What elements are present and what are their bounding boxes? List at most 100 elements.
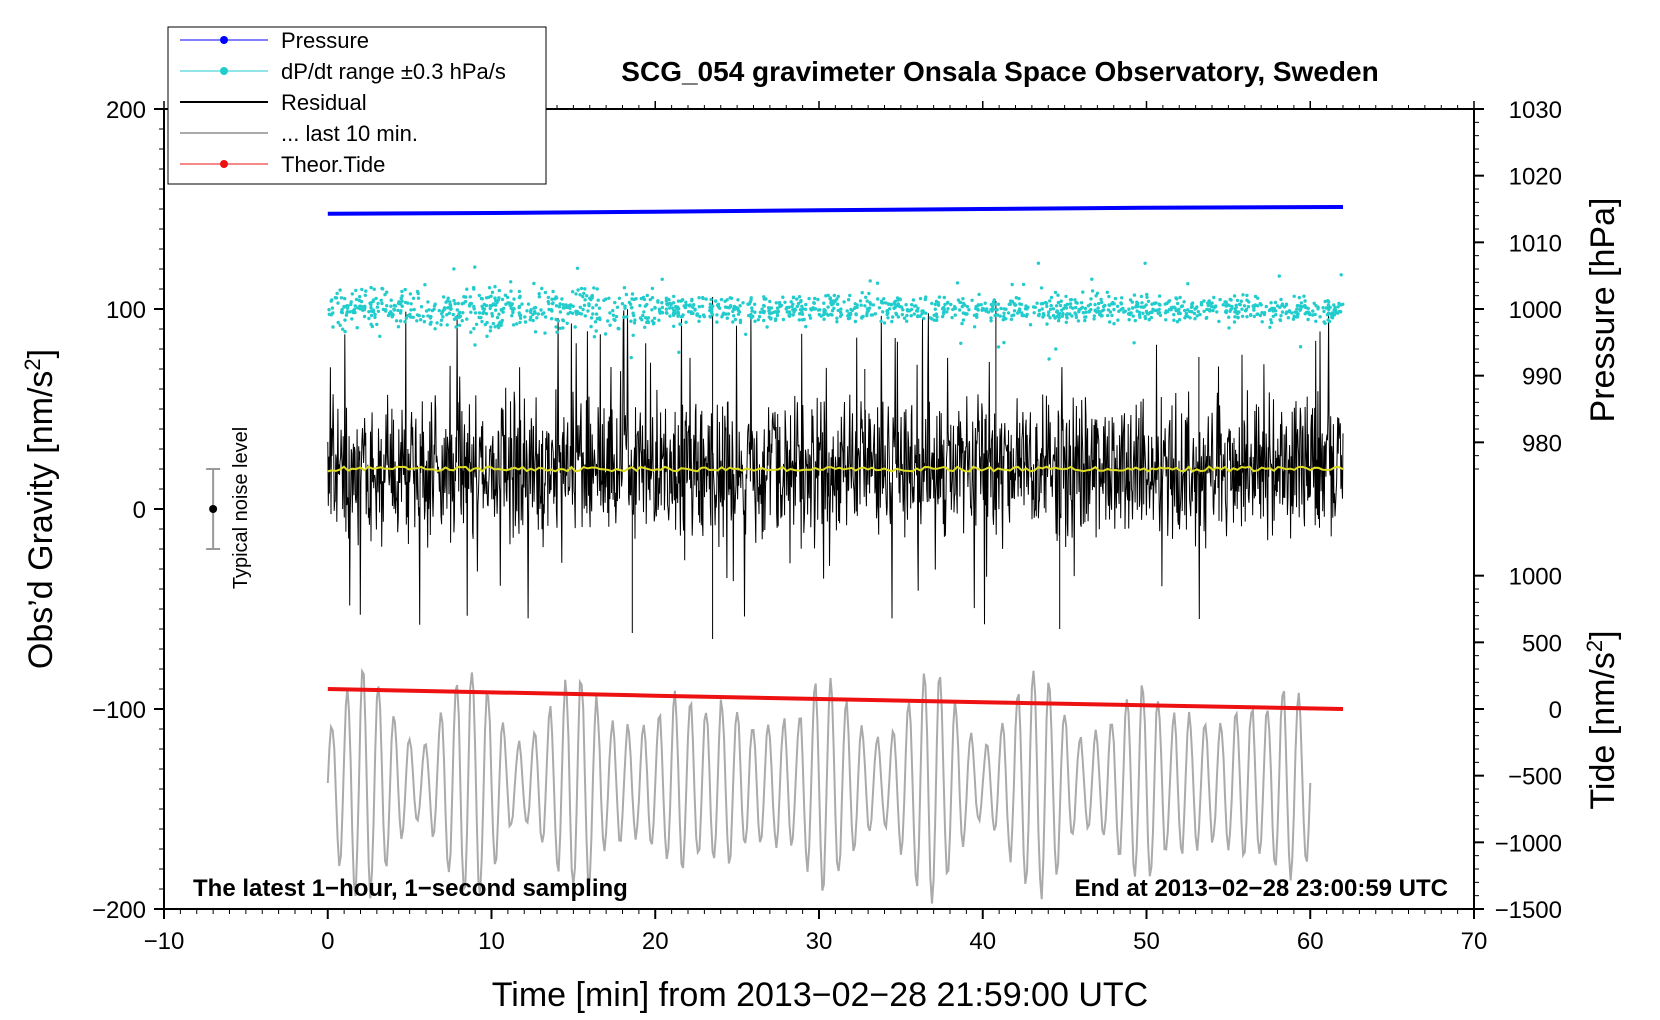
dpdt-point xyxy=(807,313,812,317)
dpdt-point xyxy=(1092,314,1097,318)
dpdt-point xyxy=(831,302,835,306)
dpdt-point xyxy=(1280,310,1285,314)
dpdt-point xyxy=(633,318,637,322)
dpdt-point xyxy=(996,302,1001,306)
dpdt-point xyxy=(640,318,644,322)
dpdt-point xyxy=(400,304,404,308)
dpdt-point xyxy=(1249,313,1253,317)
dpdt-point xyxy=(747,302,751,306)
dpdt-point xyxy=(1172,318,1176,322)
dpdt-point xyxy=(753,310,757,314)
dpdt-point xyxy=(1141,311,1145,315)
dpdt-point xyxy=(550,309,554,313)
dpdt-point xyxy=(355,326,359,330)
dpdt-point xyxy=(869,313,874,317)
dpdt-point xyxy=(853,306,857,310)
dpdt-point xyxy=(531,318,535,323)
dpdt-point xyxy=(808,316,813,320)
dpdt-point xyxy=(1145,295,1149,299)
dpdt-point xyxy=(989,319,993,323)
dpdt-point xyxy=(616,326,620,331)
dpdt-point xyxy=(549,317,554,321)
tide-tick-label: 0 xyxy=(1549,697,1562,724)
dpdt-point xyxy=(338,288,342,292)
dpdt-point xyxy=(537,292,541,296)
dpdt-point xyxy=(1193,307,1197,311)
dpdt-point xyxy=(1074,305,1078,310)
dpdt-point xyxy=(905,313,909,318)
dpdt-point xyxy=(589,324,593,329)
dpdt-point xyxy=(1024,314,1029,318)
dpdt-point xyxy=(591,306,595,310)
dpdt-point xyxy=(768,299,772,304)
dpdt-point xyxy=(1240,307,1244,311)
dpdt-point xyxy=(1205,307,1209,312)
dpdt-point xyxy=(758,310,763,314)
y-axis-title-tide-end: ] xyxy=(1584,630,1622,639)
x-axis-title: Time [min] from 2013−02−28 21:59:00 UTC xyxy=(492,976,1148,1014)
dpdt-point xyxy=(571,290,575,294)
dpdt-point xyxy=(1021,282,1026,287)
x-tick-label: 10 xyxy=(478,928,505,955)
dpdt-point xyxy=(1070,314,1074,318)
dpdt-point xyxy=(781,317,786,322)
dpdt-point xyxy=(1230,304,1234,309)
dpdt-point xyxy=(624,292,629,297)
dpdt-point xyxy=(901,308,905,312)
dpdt-point xyxy=(768,311,772,315)
dpdt-point xyxy=(717,305,721,309)
dpdt-point xyxy=(517,289,522,294)
dpdt-point xyxy=(1313,312,1317,317)
dpdt-point xyxy=(493,325,497,329)
dpdt-point xyxy=(465,287,469,291)
dpdt-point xyxy=(488,329,493,333)
dpdt-point xyxy=(835,302,840,306)
dpdt-point xyxy=(995,313,1000,317)
dpdt-point xyxy=(511,323,516,327)
dpdt-point xyxy=(429,314,433,319)
dpdt-point xyxy=(1164,318,1168,322)
dpdt-point xyxy=(543,315,548,319)
y-axis-title-gravity-sup: 2 xyxy=(20,358,45,370)
dpdt-point xyxy=(924,311,928,315)
dpdt-point xyxy=(1081,290,1085,294)
dpdt-point xyxy=(1271,314,1276,318)
legend-marker xyxy=(220,36,228,44)
dpdt-series xyxy=(327,261,1345,361)
dpdt-point xyxy=(518,320,522,325)
annotation-end-time: End at 2013−02−28 23:00:59 UTC xyxy=(1074,875,1448,902)
axis-layer: −10 0 10 20 30 40 50 60 70−200−10001002009809901… xyxy=(92,97,1562,955)
dpdt-point xyxy=(1028,323,1033,327)
dpdt-point xyxy=(578,305,582,309)
dpdt-point xyxy=(400,289,404,294)
dpdt-point xyxy=(719,297,724,302)
dpdt-point xyxy=(343,296,347,301)
dpdt-point xyxy=(1130,306,1135,310)
dpdt-point xyxy=(533,330,538,334)
dpdt-point xyxy=(1270,306,1274,310)
dpdt-point xyxy=(501,310,505,314)
x-tick-label: −10 xyxy=(144,928,185,955)
dpdt-point xyxy=(915,309,920,313)
dpdt-point xyxy=(989,302,993,307)
dpdt-point xyxy=(525,309,529,313)
dpdt-point xyxy=(1247,300,1251,304)
dpdt-point xyxy=(602,298,606,303)
dpdt-point xyxy=(1057,311,1061,316)
y-tick-label: 100 xyxy=(106,297,146,324)
dpdt-point xyxy=(656,299,660,303)
dpdt-point xyxy=(836,308,840,313)
dpdt-point xyxy=(367,310,371,314)
dpdt-point xyxy=(1083,306,1088,311)
dpdt-point xyxy=(598,317,602,322)
dpdt-point xyxy=(886,316,890,320)
dpdt-point xyxy=(762,304,766,308)
dpdt-point xyxy=(898,297,902,302)
dpdt-point xyxy=(454,325,458,329)
dpdt-point xyxy=(1152,301,1157,306)
dpdt-point xyxy=(1149,315,1154,320)
dpdt-point xyxy=(582,303,587,307)
y-axis-title-tide: Tide [nm/s2] xyxy=(1582,630,1622,809)
dpdt-point xyxy=(1064,320,1069,324)
dpdt-point xyxy=(505,295,510,300)
